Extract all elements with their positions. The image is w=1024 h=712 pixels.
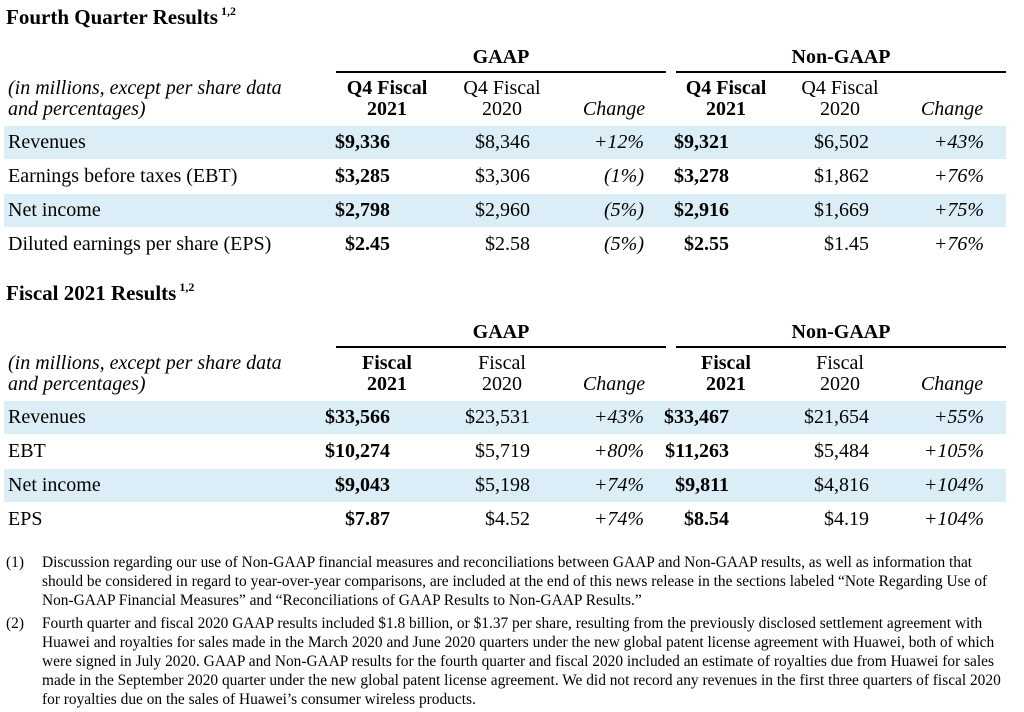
cell-gaap-change: +12%: [593, 131, 644, 153]
fy-row-eps: EPS $7.87 $4.52 +74% $8.54 $4.19 +104%: [4, 503, 1006, 536]
q4-row-ebt: Earnings before taxes (EBT) $3,285 $3,30…: [4, 160, 1006, 193]
q4-col-nongaap-change: Change: [920, 98, 984, 120]
cell-gaap-change: (1%): [604, 165, 644, 187]
cell-gaap-change: +80%: [593, 440, 644, 462]
cell-gaap-2020: $8,346: [475, 131, 530, 153]
cell-gaap-2021: $7.87: [345, 508, 390, 530]
cell-nongaap-2020: $6,502: [814, 131, 869, 153]
cell-nongaap-change: +75%: [933, 199, 984, 221]
cell-gaap-2020: $5,198: [475, 474, 530, 496]
fy-row-net-income: Net income $9,043 $5,198 +74% $9,811 $4,…: [4, 469, 1006, 502]
fy-col-nongaap-2021: Fiscal 2021: [701, 352, 751, 395]
cell-nongaap-2021: $3,278: [674, 165, 729, 187]
cell-gaap-2021: $33,566: [325, 406, 390, 428]
cell-gaap-2020: $5,719: [475, 440, 530, 462]
footnote-1: (1) Discussion regarding our use of Non-…: [6, 553, 1006, 610]
fy-nongaap-group-header: Non-GAAP: [676, 321, 1006, 348]
cell-nongaap-change: +55%: [933, 406, 984, 428]
q4-gaap-group-header: GAAP: [336, 46, 666, 73]
q4-row-eps: Diluted earnings per share (EPS) $2.45 $…: [4, 228, 1006, 261]
cell-nongaap-2020: $4.19: [824, 508, 869, 530]
row-label: Diluted earnings per share (EPS): [8, 233, 272, 255]
fy-gaap-group-header: GAAP: [336, 321, 666, 348]
fy-col-nongaap-2020: Fiscal 2020: [816, 352, 864, 395]
cell-gaap-change: +74%: [593, 508, 644, 530]
cell-gaap-change: +74%: [593, 474, 644, 496]
cell-gaap-change: +43%: [593, 406, 644, 428]
fy-col-gaap-2021: Fiscal 2021: [362, 352, 412, 395]
fy-col-gaap-change: Change: [582, 373, 646, 395]
cell-nongaap-2021: $9,811: [675, 474, 729, 496]
row-label: Net income: [8, 199, 101, 221]
row-label: Revenues: [8, 406, 86, 428]
cell-nongaap-change: +104%: [923, 474, 984, 496]
cell-nongaap-2021: $11,263: [665, 440, 729, 462]
footnote-text: Discussion regarding our use of Non-GAAP…: [42, 554, 988, 609]
footnote-text: Fourth quarter and fiscal 2020 GAAP resu…: [42, 615, 1001, 708]
cell-gaap-2020: $4.52: [485, 508, 530, 530]
q4-col-nongaap-2020: Q4 Fiscal 2020: [801, 77, 879, 120]
fy-col-gaap-2020: Fiscal 2020: [478, 352, 526, 395]
cell-nongaap-change: +105%: [923, 440, 984, 462]
footnote-2: (2) Fourth quarter and fiscal 2020 GAAP …: [6, 614, 1006, 709]
cell-gaap-2020: $3,306: [475, 165, 530, 187]
cell-nongaap-2020: $1,669: [814, 199, 869, 221]
fy-col-nongaap-change: Change: [920, 373, 984, 395]
cell-gaap-change: (5%): [604, 233, 644, 255]
cell-nongaap-2020: $1.45: [824, 233, 869, 255]
q4-units-note: (in millions, except per share data and …: [8, 77, 282, 120]
fy-row-revenues: Revenues $33,566 $23,531 +43% $33,467 $2…: [4, 401, 1006, 434]
fy-row-ebt: EBT $10,274 $5,719 +80% $11,263 $5,484 +…: [4, 435, 1006, 468]
cell-nongaap-2021: $9,321: [674, 131, 729, 153]
cell-nongaap-2020: $5,484: [814, 440, 869, 462]
row-label: Revenues: [8, 131, 86, 153]
cell-nongaap-2020: $21,654: [804, 406, 869, 428]
q4-col-gaap-2020: Q4 Fiscal 2020: [463, 77, 541, 120]
cell-gaap-2021: $2,798: [335, 199, 390, 221]
row-label: Earnings before taxes (EBT): [8, 165, 238, 187]
cell-nongaap-2021: $8.54: [684, 508, 729, 530]
fy-section-title: Fiscal 2021 Results 1,2: [6, 280, 195, 305]
cell-nongaap-change: +43%: [933, 131, 984, 153]
cell-nongaap-change: +104%: [923, 508, 984, 530]
q4-section-title: Fourth Quarter Results 1,2: [6, 4, 236, 29]
q4-nongaap-group-header: Non-GAAP: [676, 46, 1006, 73]
row-label: EPS: [8, 508, 43, 530]
cell-gaap-2021: $9,336: [335, 131, 390, 153]
row-label: EBT: [8, 440, 46, 462]
cell-gaap-2020: $2,960: [475, 199, 530, 221]
cell-nongaap-change: +76%: [933, 165, 984, 187]
cell-gaap-2020: $2.58: [485, 233, 530, 255]
row-label: Net income: [8, 474, 101, 496]
cell-nongaap-2021: $2,916: [674, 199, 729, 221]
cell-nongaap-2021: $2.55: [684, 233, 729, 255]
fy-units-note: (in millions, except per share data and …: [8, 352, 282, 395]
q4-col-gaap-change: Change: [582, 98, 646, 120]
q4-col-nongaap-2021: Q4 Fiscal 2021: [685, 77, 767, 120]
q4-col-gaap-2021: Q4 Fiscal 2021: [346, 77, 428, 120]
cell-gaap-2020: $23,531: [465, 406, 530, 428]
q4-row-net-income: Net income $2,798 $2,960 (5%) $2,916 $1,…: [4, 194, 1006, 227]
cell-nongaap-2020: $4,816: [814, 474, 869, 496]
cell-gaap-2021: $3,285: [335, 165, 390, 187]
cell-gaap-2021: $10,274: [325, 440, 390, 462]
cell-gaap-change: (5%): [604, 199, 644, 221]
cell-nongaap-2020: $1,862: [814, 165, 869, 187]
cell-gaap-2021: $2.45: [345, 233, 390, 255]
footnote-number: (1): [6, 554, 24, 571]
cell-nongaap-change: +76%: [933, 233, 984, 255]
q4-row-revenues: Revenues $9,336 $8,346 +12% $9,321 $6,50…: [4, 126, 1006, 159]
footnote-number: (2): [6, 615, 24, 632]
cell-nongaap-2021: $33,467: [664, 406, 729, 428]
cell-gaap-2021: $9,043: [335, 474, 390, 496]
